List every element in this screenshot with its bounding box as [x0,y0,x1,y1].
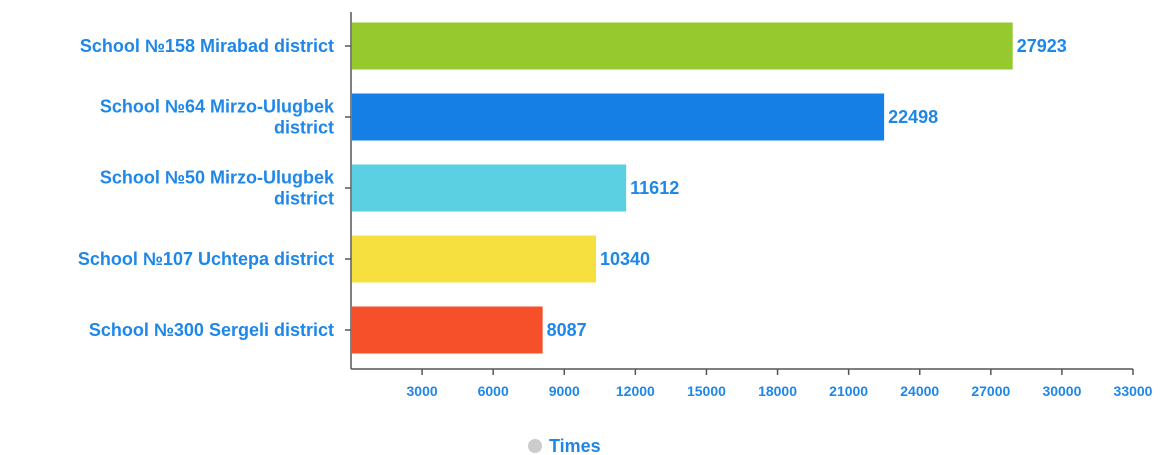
x-tick-label: 21000 [829,383,868,399]
bar[interactable] [352,22,1013,70]
data-label: 8087 [547,320,587,340]
category-label: School №158 Mirabad district [80,36,334,56]
category-label: School №107 Uchtepa district [78,249,334,269]
category-label: School №300 Sergeli district [89,320,334,340]
data-label: 22498 [888,107,938,127]
legend-label[interactable]: Times [549,436,601,455]
x-tick-label: 3000 [407,383,438,399]
x-tick-label: 18000 [758,383,797,399]
x-tick-label: 27000 [971,383,1010,399]
legend[interactable]: Times [528,436,601,455]
bar[interactable] [352,306,543,354]
x-tick-label: 15000 [687,383,726,399]
chart-axes [345,12,1133,370]
data-label: 11612 [630,178,679,198]
legend-marker[interactable] [528,439,542,453]
x-axis-ticks: 3000 6000 9000 12000 15000 18000 21000 24000 270… [407,369,1153,399]
data-label: 27923 [1017,36,1067,56]
x-tick-label: 33000 [1114,383,1153,399]
bar[interactable] [352,93,885,141]
bar-series [352,22,1013,354]
x-tick-label: 9000 [549,383,580,399]
x-tick-label: 12000 [616,383,655,399]
x-tick-label: 30000 [1042,383,1081,399]
value-labels: 27923 22498 11612 10340 8087 [547,36,1067,340]
category-label: School №50 Mirzo-Ulugbek district [100,168,335,209]
x-tick-label: 6000 [478,383,509,399]
data-label: 10340 [600,249,650,269]
bar[interactable] [352,164,627,212]
category-labels: School №158 Mirabad district School №64 M… [78,36,335,340]
category-label: School №64 Mirzo-Ulugbek district [100,97,335,138]
bar[interactable] [352,235,597,283]
x-tick-label: 24000 [900,383,939,399]
